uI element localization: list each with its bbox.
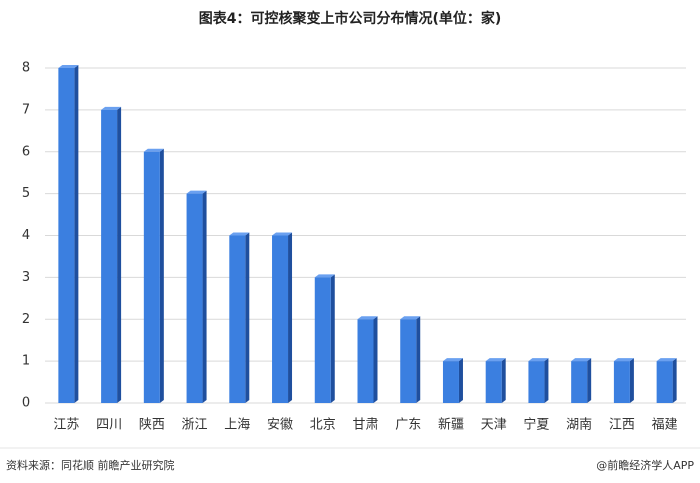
bar-top	[143, 148, 164, 152]
bar	[272, 235, 289, 403]
bar-top	[314, 274, 335, 278]
y-tick-label: 7	[22, 102, 30, 117]
bar-top	[528, 358, 549, 362]
bar	[186, 193, 203, 403]
x-tick-label: 甘肃	[352, 418, 378, 433]
bar-side	[373, 316, 378, 403]
bar-side	[458, 358, 463, 403]
bar	[229, 235, 246, 403]
bar-top	[58, 65, 79, 68]
x-tick-label: 江苏	[53, 417, 79, 433]
bar-top	[485, 358, 506, 362]
y-tick-label: 2	[22, 312, 30, 327]
bar-side	[672, 358, 677, 403]
x-tick-label: 上海	[224, 418, 250, 433]
bar	[571, 361, 588, 403]
y-tick-label: 1	[22, 354, 30, 369]
credit: @前瞻经济学人APP	[596, 458, 694, 472]
bar-top	[442, 358, 463, 362]
x-tick-label: 福建	[652, 418, 678, 433]
bar-top	[400, 316, 421, 320]
source-note: 资料来源：同花顺 前瞻产业研究院	[6, 458, 175, 472]
bar-side	[587, 358, 592, 403]
bar	[314, 277, 331, 403]
x-tick-label: 湖南	[566, 417, 592, 433]
y-tick-label: 5	[22, 186, 30, 201]
bar-side	[117, 106, 122, 403]
bar-top	[186, 190, 207, 194]
bar	[485, 361, 502, 403]
bar-top	[272, 232, 293, 236]
chart-title: 图表4：可控核聚变上市公司分布情况(单位：家)	[199, 10, 502, 27]
bar	[613, 361, 630, 403]
x-tick-label: 江西	[609, 418, 635, 433]
bar-side	[74, 65, 79, 403]
bar	[400, 319, 417, 403]
bar-top	[229, 232, 250, 236]
bar-top	[613, 358, 634, 362]
bar	[143, 151, 160, 403]
x-tick-label: 四川	[96, 418, 122, 433]
bar	[101, 109, 118, 403]
bar-top	[571, 358, 592, 362]
x-tick-label: 宁夏	[523, 417, 549, 433]
y-tick-label: 8	[22, 61, 30, 76]
y-tick-label: 6	[22, 144, 30, 159]
bar-side	[501, 358, 506, 403]
bar-top	[101, 106, 122, 110]
bar-top	[357, 316, 378, 320]
x-tick-label: 广东	[395, 418, 421, 433]
bar	[528, 361, 545, 403]
bar-side	[202, 190, 207, 403]
bar-side	[159, 148, 164, 403]
y-tick-label: 0	[22, 396, 30, 411]
x-tick-label: 新疆	[438, 417, 464, 433]
bar	[58, 68, 75, 403]
bar	[442, 361, 459, 403]
bar-side	[330, 274, 335, 403]
bar-side	[288, 232, 293, 403]
bar-side	[544, 358, 549, 403]
x-tick-label: 天津	[481, 418, 507, 433]
y-tick-label: 4	[22, 228, 30, 243]
x-tick-label: 陕西	[139, 418, 165, 433]
bar-top	[656, 358, 677, 362]
bar-side	[245, 232, 250, 403]
x-tick-label: 浙江	[182, 418, 208, 433]
bar-side	[629, 358, 634, 403]
y-tick-label: 3	[22, 270, 30, 285]
x-tick-label: 北京	[310, 418, 336, 433]
bar	[357, 319, 374, 403]
x-tick-label: 安徽	[267, 418, 293, 433]
bar-side	[416, 316, 421, 403]
bar	[656, 361, 673, 403]
